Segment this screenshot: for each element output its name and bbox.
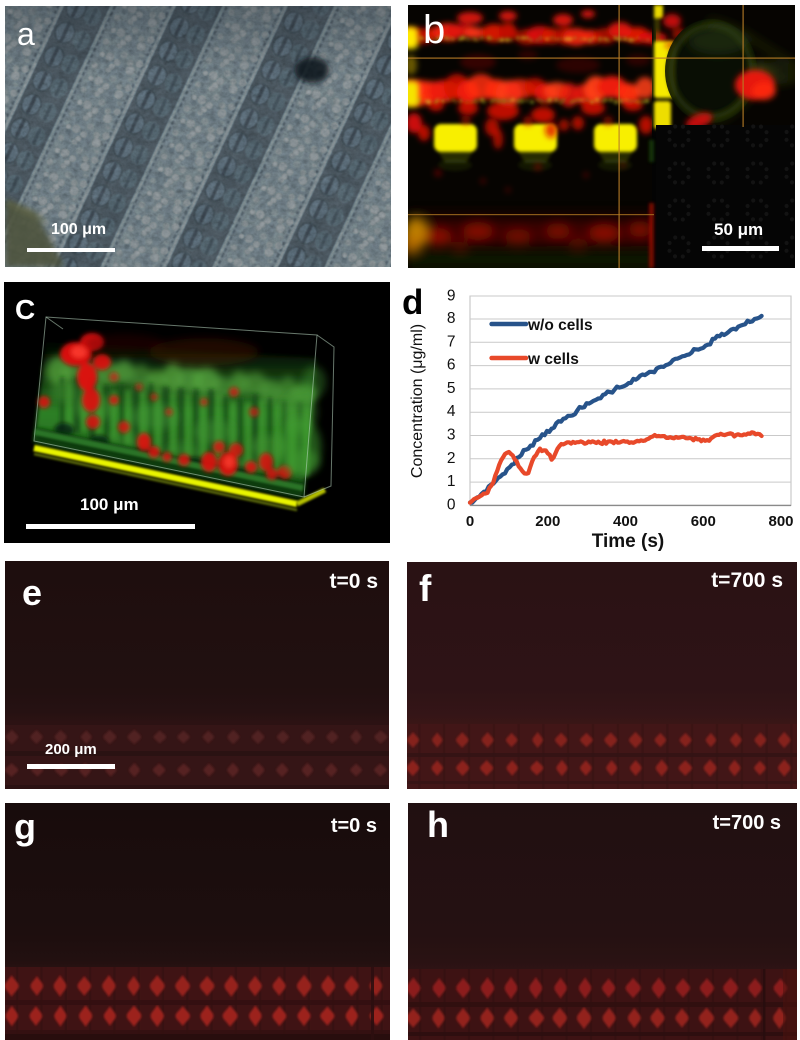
svg-text:0: 0 <box>447 496 456 513</box>
svg-text:1: 1 <box>447 473 456 490</box>
svg-text:2: 2 <box>447 450 456 467</box>
svg-text:200: 200 <box>535 513 560 530</box>
svg-text:7: 7 <box>447 333 456 350</box>
svg-text:Concentration (μg/ml): Concentration (μg/ml) <box>409 324 426 478</box>
svg-text:8: 8 <box>447 310 456 327</box>
svg-text:Time (s): Time (s) <box>592 531 665 552</box>
svg-text:9: 9 <box>447 288 456 305</box>
svg-text:d: d <box>402 283 423 322</box>
svg-text:5: 5 <box>447 380 456 397</box>
svg-text:w/o cells: w/o cells <box>527 317 593 334</box>
svg-text:4: 4 <box>447 403 456 420</box>
svg-text:400: 400 <box>613 513 638 530</box>
svg-text:6: 6 <box>447 357 456 374</box>
svg-text:3: 3 <box>447 427 456 444</box>
svg-text:600: 600 <box>691 513 716 530</box>
svg-text:800: 800 <box>768 513 793 530</box>
svg-text:w cells: w cells <box>527 351 579 368</box>
svg-text:0: 0 <box>466 513 474 530</box>
